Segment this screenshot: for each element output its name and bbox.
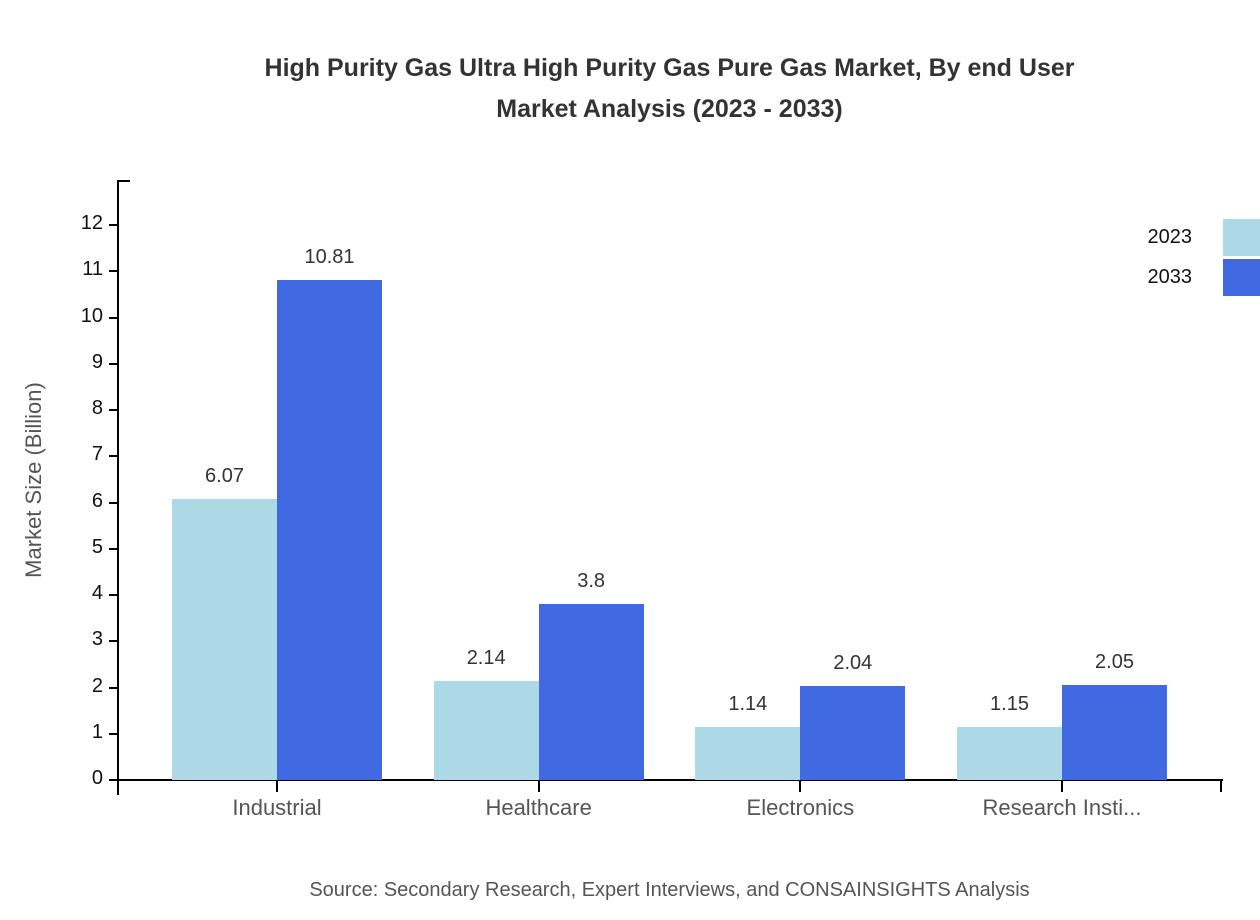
bar-value-label: 10.81 — [304, 246, 355, 269]
chart-title: High Purity Gas Ultra High Purity Gas Pu… — [79, 48, 1260, 130]
y-tick-label: 3 — [91, 628, 103, 651]
y-tick-label: 7 — [91, 443, 103, 466]
y-axis-line — [117, 180, 119, 795]
chart-title-line1: High Purity Gas Ultra High Purity Gas Pu… — [264, 54, 1075, 82]
bar-2023 — [957, 726, 1062, 780]
y-tick-mark — [109, 779, 118, 781]
y-tick-label: 0 — [91, 767, 103, 789]
legend-item-2033: 2033 — [1148, 259, 1260, 296]
y-tick-label: 8 — [91, 397, 103, 419]
y-tick-mark — [109, 270, 118, 273]
y-tick-label: 2 — [91, 674, 103, 697]
y-tick-mark — [109, 547, 118, 550]
bar-value-label: 6.07 — [205, 465, 244, 488]
bar-2033 — [277, 280, 382, 780]
y-tick-label: 11 — [82, 258, 103, 281]
y-tick-mark — [109, 594, 118, 596]
x-axis-line — [117, 779, 1223, 781]
bar-value-label: 2.14 — [466, 647, 506, 670]
x-tick-mark — [799, 779, 802, 792]
y-tick-mark — [109, 640, 118, 643]
chart-title-line2: Market Analysis (2023 - 2033) — [496, 95, 843, 123]
y-tick-mark — [109, 455, 118, 458]
y-axis-end-cap — [117, 180, 130, 182]
y-tick-mark — [109, 501, 118, 504]
legend-label: 2033 — [1147, 266, 1193, 288]
y-tick-mark — [109, 316, 118, 319]
bar-2023 — [433, 681, 539, 780]
x-axis-end-tick — [1220, 779, 1222, 792]
bar-2023 — [172, 499, 277, 780]
y-tick-label: 5 — [91, 535, 103, 558]
y-tick-mark — [109, 362, 118, 365]
legend-label: 2023 — [1147, 226, 1193, 248]
legend-item-2023: 2023 — [1148, 219, 1260, 256]
y-tick-label: 9 — [91, 350, 103, 373]
bar-value-label: 2.04 — [833, 651, 873, 674]
y-tick-mark — [109, 686, 118, 689]
x-category-label: Healthcare — [485, 795, 592, 820]
bar-value-label: 3.8 — [577, 570, 606, 593]
x-category-label: Electronics — [746, 795, 855, 820]
legend-swatch — [1223, 219, 1260, 256]
bar-2023 — [695, 727, 801, 780]
y-tick-mark — [109, 732, 118, 735]
bar-value-label: 1.15 — [990, 692, 1029, 715]
y-tick-mark — [109, 409, 118, 411]
source-note: Source: Secondary Research, Expert Inter… — [309, 879, 1030, 901]
y-tick-label: 1 — [91, 720, 103, 743]
y-tick-label: 10 — [80, 304, 103, 327]
x-tick-mark — [537, 779, 540, 792]
legend: 2023 2033 — [1148, 219, 1260, 299]
bar-value-label: 2.05 — [1095, 651, 1134, 674]
legend-swatch — [1223, 259, 1260, 296]
bar-2033 — [800, 685, 906, 780]
y-tick-label: 12 — [80, 212, 103, 234]
x-tick-mark — [276, 779, 278, 792]
x-category-label: Industrial — [232, 795, 322, 820]
y-tick-label: 4 — [91, 582, 103, 604]
bar-2033 — [1062, 685, 1167, 780]
x-tick-mark — [1061, 779, 1063, 792]
y-tick-mark — [109, 224, 118, 226]
y-tick-label: 6 — [91, 489, 103, 512]
bar-2033 — [538, 604, 644, 780]
bar-value-label: 1.14 — [728, 693, 768, 716]
x-category-label: Research Insti... — [982, 795, 1142, 820]
